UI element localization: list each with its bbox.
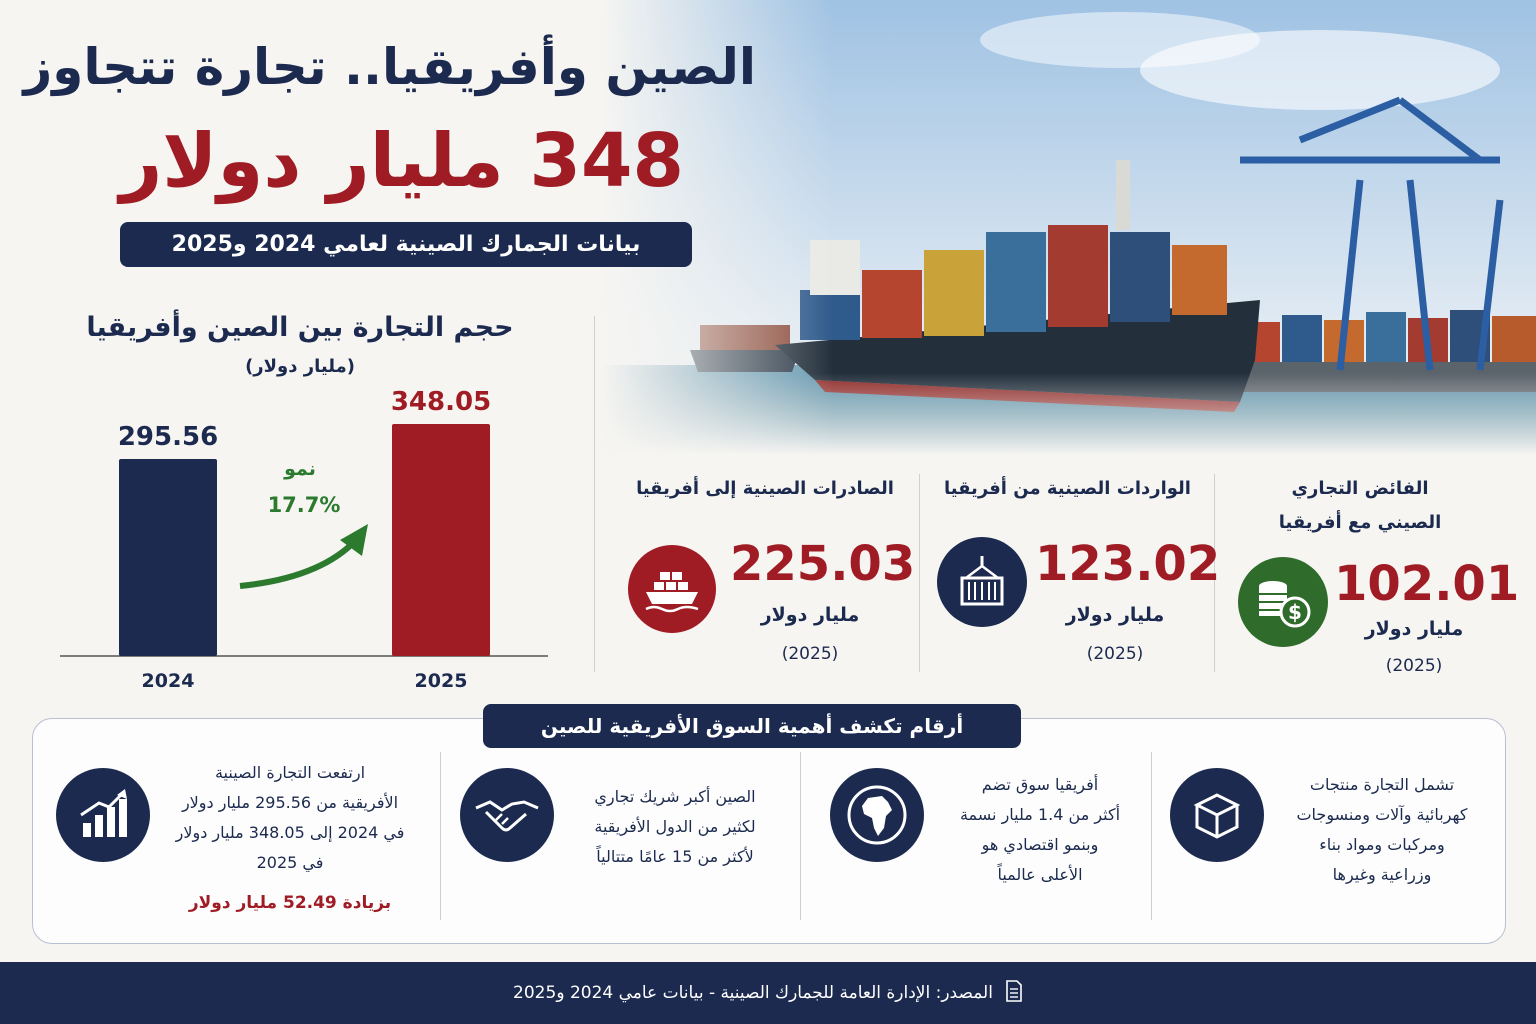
- open-box-icon: [1170, 768, 1264, 862]
- handshake-icon: [460, 768, 554, 862]
- fact-line: في 2025: [256, 853, 324, 872]
- page-title: الصين وأفريقيا.. تجارة تتجاوز: [23, 38, 756, 96]
- fact-line: الأعلى عالمياً: [997, 865, 1083, 884]
- fact-line: كهربائية وآلات ومنسوجات: [1296, 805, 1468, 824]
- fact-line: أفريقيا سوق تضم: [981, 775, 1099, 794]
- fact-line: ارتفعت التجارة الصينية: [214, 763, 366, 782]
- africa-globe-icon: [830, 768, 924, 862]
- fact-line: ومركبات ومواد بناء: [1319, 835, 1445, 854]
- divider: [1214, 474, 1215, 672]
- facts-title-banner: أرقام تكشف أهمية السوق الأفريقية للصين: [483, 704, 1021, 748]
- growth-value: 17.7%: [268, 493, 341, 517]
- x-tick-label: 2024: [142, 670, 195, 692]
- port-photo: [600, 0, 1536, 455]
- growth-arrow: [239, 537, 359, 589]
- fact-line: في 2024 إلى 348.05 مليار دولار: [175, 823, 405, 842]
- svg-text:$: $: [1288, 600, 1302, 624]
- divider: [919, 474, 920, 672]
- growth-label: نمو: [283, 458, 316, 480]
- bar-2024: [119, 458, 217, 656]
- imports-unit: مليار دولار: [1065, 604, 1165, 626]
- container-crane-icon: [937, 537, 1027, 627]
- bar-2025: [392, 423, 490, 656]
- fact-partner: الصين أكبر شريك تجاري لكثير من الدول الأ…: [560, 782, 790, 872]
- fact-market: أفريقيا سوق تضم أكثر من 1.4 مليار نسمة و…: [935, 770, 1145, 890]
- footer: المصدر: الإدارة العامة للجمارك الصينية -…: [0, 962, 1536, 1024]
- fact-line: الأفريقية من 295.56 مليار دولار: [181, 793, 399, 812]
- imports-value: 123.02: [1035, 536, 1221, 592]
- bar-value-label: 295.56: [118, 422, 218, 452]
- divider: [440, 752, 441, 920]
- x-tick-label: 2025: [415, 670, 468, 692]
- divider: [594, 316, 595, 672]
- fact-line: لكثير من الدول الأفريقية: [594, 817, 756, 836]
- fact-highlight: بزيادة 52.49 مليار دولار: [188, 893, 392, 913]
- source-text: المصدر: الإدارة العامة للجمارك الصينية -…: [513, 983, 993, 1003]
- fact-line: لأكثر من 15 عامًا متتالياً: [596, 847, 754, 866]
- subtitle-text: بيانات الجمارك الصينية لعامي 2024 و2025: [171, 232, 641, 257]
- surplus-value: 102.01: [1334, 556, 1520, 612]
- trade-volume-chart: 295.56 2024 348.05 2025 نمو 17.7%: [60, 387, 548, 692]
- headline-amount: 348 مليار دولار: [119, 118, 684, 204]
- exports-year: (2025): [781, 644, 839, 664]
- surplus-label-line1: الفائض التجاري: [1291, 478, 1429, 499]
- divider: [800, 752, 801, 920]
- fact-line: الصين أكبر شريك تجاري: [594, 787, 756, 806]
- fact-growth: ارتفعت التجارة الصينية الأفريقية من 295.…: [150, 758, 430, 918]
- subtitle-banner: بيانات الجمارك الصينية لعامي 2024 و2025: [120, 222, 692, 267]
- coins-dollar-icon: $: [1238, 557, 1328, 647]
- cargo-ship-icon: [628, 545, 716, 633]
- exports-unit: مليار دولار: [760, 604, 860, 626]
- surplus-unit: مليار دولار: [1364, 618, 1464, 640]
- fact-products: تشمل التجارة منتجات كهربائية وآلات ومنسو…: [1272, 770, 1492, 890]
- chart-unit: (مليار دولار): [245, 356, 355, 377]
- fact-line: وبنمو اقتصادي هو: [981, 835, 1099, 854]
- exports-label: الصادرات الصينية إلى أفريقيا: [636, 478, 894, 499]
- document-icon: [1005, 979, 1023, 1007]
- exports-value: 225.03: [730, 536, 916, 592]
- imports-label: الواردات الصينية من أفريقيا: [944, 478, 1191, 499]
- fact-line: وزراعية وغيرها: [1332, 865, 1432, 884]
- bar-value-label: 348.05: [391, 387, 491, 417]
- imports-year: (2025): [1086, 644, 1144, 664]
- fact-line: تشمل التجارة منتجات: [1309, 775, 1455, 794]
- chart-title: حجم التجارة بين الصين وأفريقيا: [86, 312, 514, 343]
- surplus-label-line2: الصيني مع أفريقيا: [1278, 512, 1442, 533]
- facts-title: أرقام تكشف أهمية السوق الأفريقية للصين: [540, 714, 964, 738]
- growth-chart-icon: [56, 768, 150, 862]
- surplus-year: (2025): [1385, 656, 1443, 676]
- divider: [1151, 752, 1152, 920]
- surplus-label: الفائض التجاري الصيني مع أفريقيا: [1230, 472, 1490, 540]
- fact-line: أكثر من 1.4 مليار نسمة: [959, 805, 1121, 824]
- growth-arrow-head: [340, 524, 368, 556]
